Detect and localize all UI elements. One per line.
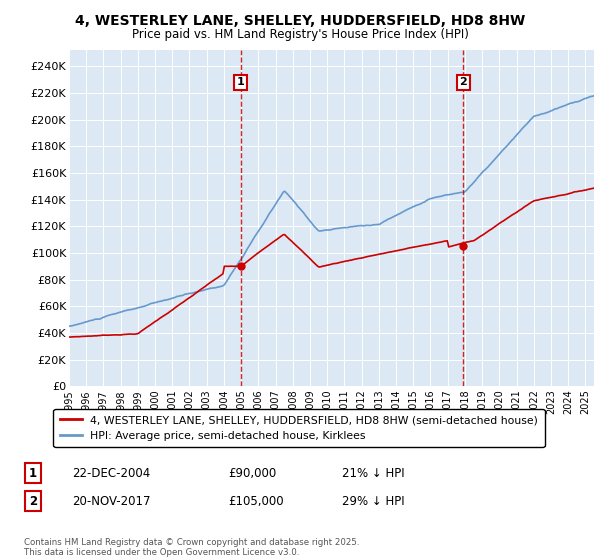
Text: 21% ↓ HPI: 21% ↓ HPI <box>342 466 404 480</box>
Text: 1: 1 <box>237 77 244 87</box>
Text: 22-DEC-2004: 22-DEC-2004 <box>72 466 150 480</box>
Text: Contains HM Land Registry data © Crown copyright and database right 2025.
This d: Contains HM Land Registry data © Crown c… <box>24 538 359 557</box>
Text: Price paid vs. HM Land Registry's House Price Index (HPI): Price paid vs. HM Land Registry's House … <box>131 28 469 41</box>
Text: 29% ↓ HPI: 29% ↓ HPI <box>342 494 404 508</box>
Text: 4, WESTERLEY LANE, SHELLEY, HUDDERSFIELD, HD8 8HW: 4, WESTERLEY LANE, SHELLEY, HUDDERSFIELD… <box>75 14 525 28</box>
Text: 20-NOV-2017: 20-NOV-2017 <box>72 494 151 508</box>
Text: £90,000: £90,000 <box>228 466 276 480</box>
Text: 2: 2 <box>29 494 37 508</box>
Text: 2: 2 <box>460 77 467 87</box>
Text: £105,000: £105,000 <box>228 494 284 508</box>
Text: 1: 1 <box>29 466 37 480</box>
Legend: 4, WESTERLEY LANE, SHELLEY, HUDDERSFIELD, HD8 8HW (semi-detached house), HPI: Av: 4, WESTERLEY LANE, SHELLEY, HUDDERSFIELD… <box>53 409 545 447</box>
